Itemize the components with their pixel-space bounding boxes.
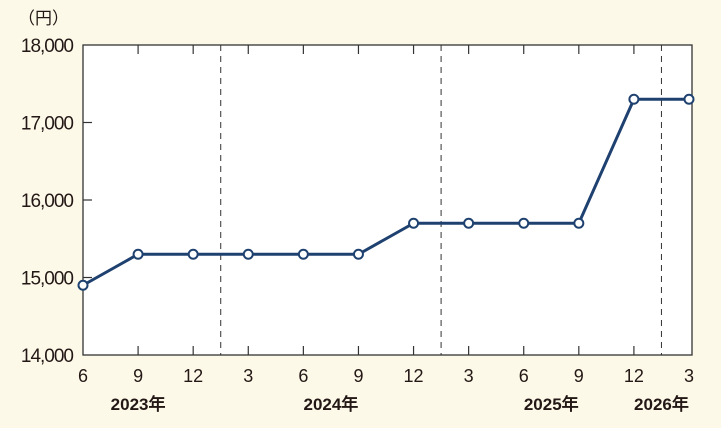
x-tick-label: 6 xyxy=(78,366,88,386)
data-point xyxy=(683,93,695,105)
data-point xyxy=(573,217,585,229)
year-label: 2025年 xyxy=(524,394,579,414)
data-point xyxy=(408,217,420,229)
data-point xyxy=(187,248,199,260)
data-point xyxy=(242,248,254,260)
x-tick-label: 12 xyxy=(404,366,424,386)
x-tick-label: 6 xyxy=(298,366,308,386)
year-label: 2023年 xyxy=(111,394,166,414)
y-tick-label: 15,000 xyxy=(21,269,74,290)
plot-area xyxy=(82,44,693,356)
data-point xyxy=(297,248,309,260)
data-point xyxy=(352,248,364,260)
x-tick-label: 3 xyxy=(243,366,253,386)
y-tick-label: 18,000 xyxy=(21,36,74,57)
data-point xyxy=(77,279,89,291)
x-tick-label: 12 xyxy=(183,366,203,386)
year-label: 2026年 xyxy=(634,394,689,414)
x-tick-label: 9 xyxy=(574,366,584,386)
series-line xyxy=(82,97,689,287)
data-point xyxy=(628,93,640,105)
year-label: 2024年 xyxy=(303,394,358,414)
data-point xyxy=(518,217,530,229)
data-point xyxy=(132,248,144,260)
data-point xyxy=(463,217,475,229)
y-tick-label: 17,000 xyxy=(21,114,74,135)
y-tick-label: 16,000 xyxy=(21,191,74,212)
y-axis-unit: （円） xyxy=(18,9,69,28)
x-tick-label: 3 xyxy=(684,366,694,386)
x-tick-label: 6 xyxy=(519,366,529,386)
x-tick-label: 9 xyxy=(133,366,143,386)
x-tick-label: 12 xyxy=(624,366,644,386)
y-tick-label: 14,000 xyxy=(21,346,74,367)
x-tick-label: 9 xyxy=(353,366,363,386)
x-tick-label: 3 xyxy=(464,366,474,386)
